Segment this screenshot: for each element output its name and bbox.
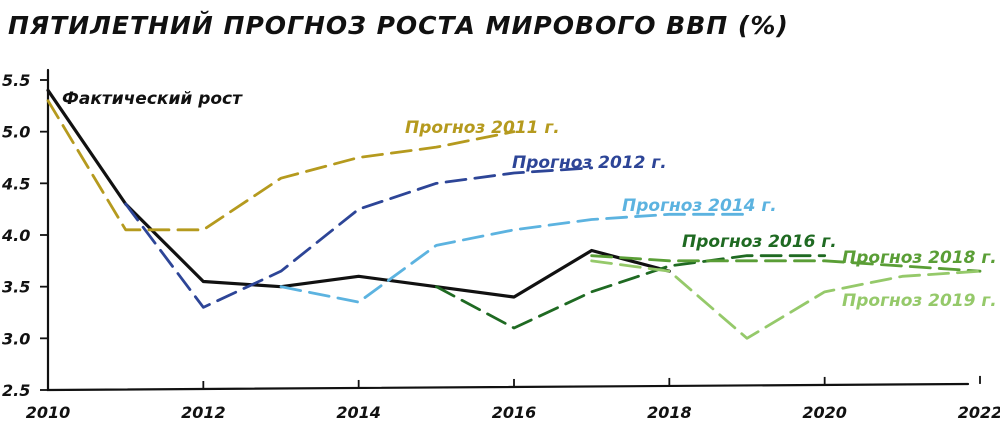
y-tick-label: 2.5 [2,381,30,400]
series-label: Прогноз 2014 г. [622,196,777,216]
series-label: Прогноз 2016 г. [682,232,837,252]
y-tick-label: 5.5 [2,71,30,90]
y-tick-label: 4.5 [1,174,30,193]
x-tick-label: 2012 [181,403,226,422]
x-tick-label: 2020 [802,403,847,422]
y-tick-label: 3.0 [2,329,30,348]
series-label: Прогноз 2019 г. [842,291,997,311]
series-label: Прогноз 2012 г. [512,153,667,173]
y-tick-label: 3.5 [2,278,30,297]
chart-title: ПЯТИЛЕТНИЙ ПРОГНОЗ РОСТА МИРОВОГО ВВП (%… [8,11,789,40]
y-tick-label: 4.0 [1,226,30,245]
series-labels: Фактический рост Прогноз 2011 г. Прогноз 2… [62,89,997,311]
series-line [46,99,516,232]
x-tick-label: 2014 [336,403,381,422]
series-line [434,254,827,330]
series-line [279,212,749,304]
x-tick-label: 2016 [492,403,537,422]
series-lines [46,88,982,340]
series-label: Фактический рост [62,89,243,109]
axes: 2.5 3.0 3.5 4.0 4.5 5.0 5.5 2010 2012 2014 2016 201… [1,68,1000,422]
x-tick-label: 2022 [958,403,1000,422]
y-tick-label: 5.0 [2,123,30,142]
series-line [590,259,982,340]
x-tick-label: 2010 [26,403,71,422]
series-line [124,166,594,309]
series-label: Прогноз 2018 г. [842,248,997,268]
series-label: Прогноз 2011 г. [405,118,560,138]
series-line [590,254,982,273]
series-line [46,88,671,299]
x-tick-label: 2018 [647,403,692,422]
